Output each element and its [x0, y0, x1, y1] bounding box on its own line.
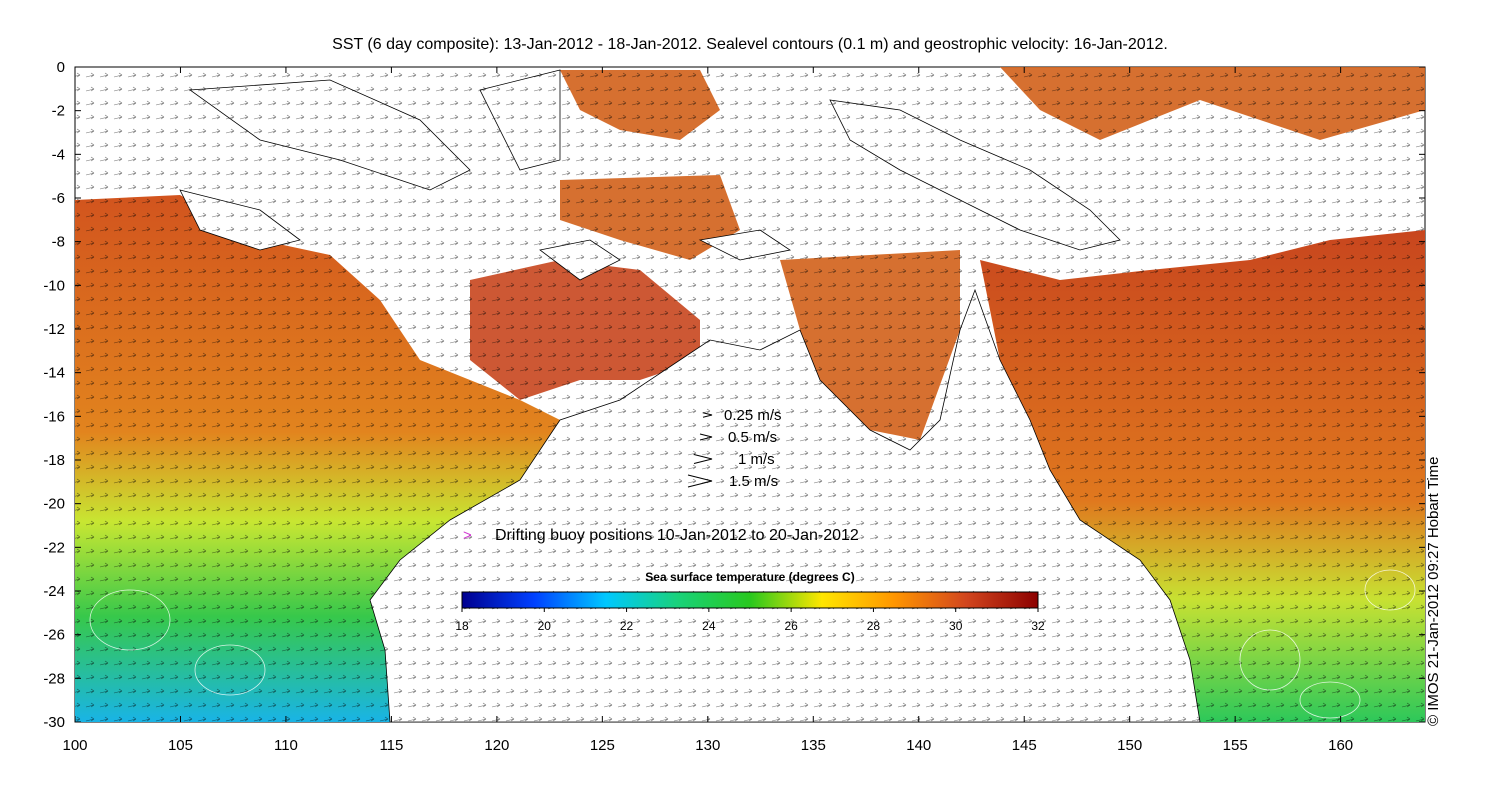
y-tick-label: -8 — [52, 234, 65, 251]
colorbar-tick-label: 24 — [702, 619, 716, 633]
y-tick-label: -26 — [43, 627, 65, 644]
x-tick-label: 100 — [62, 737, 87, 754]
y-tick-label: -18 — [43, 452, 65, 469]
y-tick-label: -24 — [43, 583, 65, 600]
y-tick-label: -14 — [43, 365, 65, 382]
x-tick-label: 140 — [906, 737, 931, 754]
y-tick-label: -4 — [52, 146, 65, 163]
colorbar-tick-marks — [461, 608, 1039, 612]
y-tick-label: -16 — [43, 408, 65, 425]
colorbar-tick-label: 26 — [784, 619, 798, 633]
velocity-legend-arrow — [699, 433, 713, 441]
colorbar-tick-label: 28 — [866, 619, 881, 633]
x-tick-label: 110 — [274, 737, 298, 754]
x-tick-label: 145 — [1012, 737, 1037, 754]
buoy-legend-label: Drifting buoy positions 10-Jan-2012 to 2… — [495, 527, 859, 544]
x-axis: 100 105 110 115 120 125 130 135 140 145 150 155 160 — [62, 67, 1353, 754]
velocity-legend-arrows — [687, 412, 713, 488]
x-tick-label: 130 — [695, 737, 720, 754]
colorbar-title: Sea surface temperature (degrees C) — [645, 570, 855, 584]
y-axis: 0 -2 -4 -6 -8 -10 -12 -14 -16 -18 -20 -22 -24 -26 -28 -… — [43, 59, 1425, 731]
sealevel-contours — [89, 569, 1416, 719]
y-tick-label: 0 — [57, 59, 65, 76]
buoy-legend-symbol: > — [463, 527, 472, 544]
velocity-legend-arrow — [702, 412, 713, 418]
colorbar — [461, 591, 1039, 609]
x-tick-label: 135 — [801, 737, 826, 754]
contour-line — [89, 589, 171, 651]
x-tick-label: 160 — [1328, 737, 1353, 754]
contour-line — [1364, 569, 1416, 611]
velocity-legend-arrow — [687, 474, 713, 488]
credit-label: © IMOS 21-Jan-2012 09:27 Hobart Time — [1425, 456, 1442, 726]
velocity-vectors — [75, 67, 1425, 722]
y-tick-label: -12 — [43, 321, 65, 338]
velocity-legend-arrow — [693, 454, 713, 464]
velocity-legend-label: 1 m/s — [738, 451, 775, 468]
y-tick-label: -28 — [43, 670, 65, 687]
x-tick-label: 155 — [1223, 737, 1248, 754]
velocity-legend-label: 0.25 m/s — [724, 407, 782, 424]
contour-line — [1299, 681, 1361, 719]
y-tick-label: -30 — [43, 714, 65, 731]
x-tick-label: 105 — [168, 737, 193, 754]
colorbar-tick-label: 32 — [1031, 619, 1045, 633]
y-tick-label: -20 — [43, 496, 65, 513]
y-tick-label: -2 — [52, 103, 65, 120]
colorbar-tick-label: 20 — [537, 619, 551, 633]
map-title: SST (6 day composite): 13-Jan-2012 - 18-… — [332, 36, 1168, 53]
colorbar-tick-label: 30 — [949, 619, 963, 633]
y-tick-label: -6 — [52, 190, 65, 207]
colorbar-tick-label: 18 — [455, 619, 469, 633]
colorbar-tick-label: 22 — [619, 619, 634, 633]
y-tick-label: -22 — [43, 539, 65, 556]
y-tick-label: -10 — [43, 277, 65, 294]
x-tick-label: 125 — [590, 737, 615, 754]
contour-line — [194, 644, 266, 696]
x-tick-label: 115 — [379, 737, 403, 754]
x-tick-label: 120 — [484, 737, 509, 754]
velocity-legend-label: 1.5 m/s — [729, 473, 779, 490]
velocity-legend-label: 0.5 m/s — [728, 429, 778, 446]
x-tick-label: 150 — [1117, 737, 1142, 754]
contour-line — [1239, 629, 1301, 691]
